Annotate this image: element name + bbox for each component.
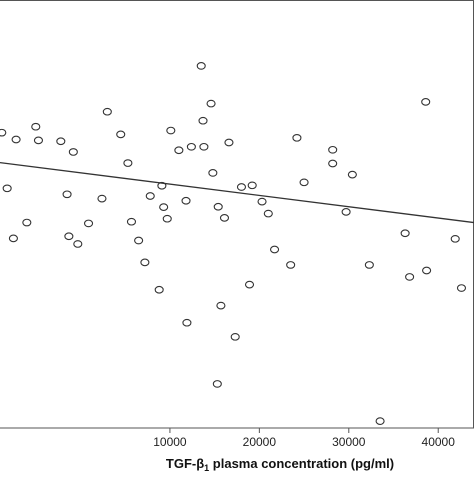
data-point (73, 240, 83, 248)
regression-line-layer (0, 161, 474, 224)
data-point (123, 159, 133, 167)
data-point (244, 280, 255, 289)
data-point (126, 217, 137, 226)
data-point (116, 130, 126, 139)
data-point (162, 214, 172, 223)
data-point (219, 214, 230, 222)
data-point (405, 273, 415, 281)
data-point (97, 194, 107, 203)
data-point (236, 183, 247, 191)
x-tick-label: 20000 (243, 435, 277, 449)
data-point (230, 332, 240, 341)
data-points (0, 62, 467, 426)
data-point (198, 116, 208, 125)
x-tick-label: 30000 (332, 435, 366, 449)
x-axis-label-main: TGF-β (166, 456, 204, 471)
data-point (422, 266, 432, 275)
data-point (174, 146, 184, 155)
data-point (421, 98, 431, 106)
data-point (247, 181, 257, 190)
data-point (186, 142, 196, 151)
data-point (11, 135, 21, 144)
data-point (33, 136, 44, 145)
data-point (224, 138, 234, 147)
data-point (328, 145, 338, 154)
data-point (328, 159, 338, 168)
x-axis-ticks: 10000 20000 30000 40000 (153, 428, 455, 449)
data-point (157, 181, 167, 190)
data-point (292, 133, 302, 142)
data-point (64, 232, 74, 241)
data-point (208, 169, 218, 177)
data-point (299, 178, 309, 187)
data-point (182, 318, 192, 327)
data-point (145, 192, 155, 200)
data-point (400, 229, 410, 238)
regression-line (0, 161, 474, 224)
data-point (456, 284, 467, 292)
data-point (68, 148, 78, 156)
data-point (206, 99, 216, 108)
data-point (270, 245, 280, 254)
x-axis-label: TGF-β1 plasma concentration (pg/ml) (166, 456, 394, 473)
data-point (2, 184, 12, 193)
data-point (450, 234, 460, 243)
data-point (140, 258, 150, 267)
data-point (22, 218, 32, 227)
data-point (213, 202, 223, 211)
data-point (212, 380, 222, 388)
data-point (134, 236, 144, 245)
data-point (216, 301, 226, 310)
data-point (0, 128, 7, 137)
data-point (364, 261, 374, 269)
x-tick-label: 10000 (153, 435, 187, 449)
data-point (83, 219, 94, 228)
data-point (263, 209, 273, 218)
data-point (181, 196, 191, 205)
data-point (56, 137, 66, 146)
x-axis-label-rest: plasma concentration (pg/ml) (209, 456, 394, 471)
data-point (159, 203, 169, 212)
data-point (8, 234, 18, 243)
data-point (166, 126, 176, 135)
data-point (341, 208, 351, 216)
data-point (286, 261, 296, 269)
data-point (375, 417, 385, 426)
data-point (199, 142, 209, 151)
x-axis-label-subscript: 1 (204, 463, 209, 473)
data-point (196, 62, 206, 70)
data-point (347, 170, 357, 179)
data-point (102, 107, 112, 116)
data-point (31, 122, 41, 131)
data-point (154, 285, 164, 294)
x-tick-label: 40000 (422, 435, 456, 449)
data-point (257, 197, 267, 206)
data-point (62, 190, 72, 199)
